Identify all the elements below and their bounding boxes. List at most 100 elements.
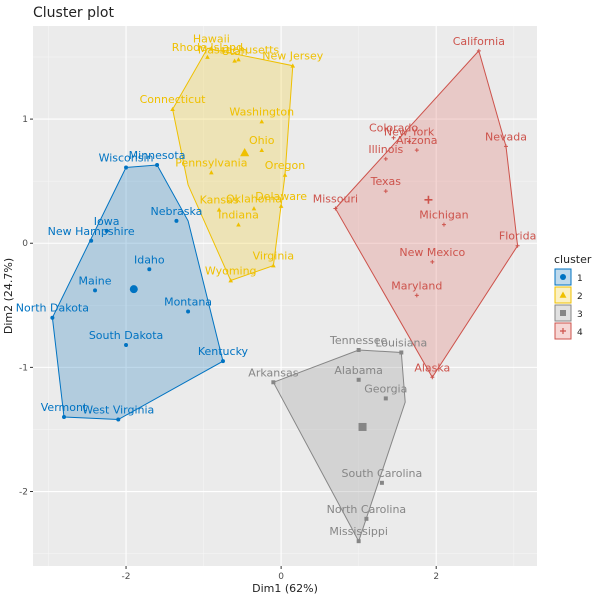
point-label: Indiana: [218, 209, 259, 222]
data-point: [236, 57, 241, 62]
data-point: [236, 222, 241, 227]
point-label: Utah: [222, 45, 248, 58]
data-point: [209, 170, 214, 175]
y-tick-label: -1: [19, 363, 28, 373]
x-tick-label: 0: [278, 572, 284, 582]
point-label: New Mexico: [399, 246, 465, 259]
data-point: [271, 263, 276, 268]
data-point: [383, 189, 388, 194]
point-label: South Carolina: [342, 467, 423, 480]
data-point: [186, 309, 191, 314]
cluster-hull-1: [51, 164, 224, 421]
data-point: [503, 144, 508, 149]
point-label: Nevada: [485, 130, 527, 143]
data-point: [407, 139, 412, 144]
point-label: Rhode Island: [172, 41, 243, 54]
data-point: [228, 278, 234, 283]
data-point: [155, 163, 160, 168]
point-label: Ohio: [249, 134, 275, 147]
cluster-center-4: [424, 195, 433, 204]
point-label: South Dakota: [89, 329, 163, 342]
point-label: Virginia: [253, 250, 294, 263]
data-points: [50, 46, 520, 544]
point-label: Maryland: [391, 279, 442, 292]
point-label: Pennsylvania: [175, 156, 247, 169]
point-label: Missouri: [313, 192, 358, 205]
data-point: [356, 377, 361, 382]
legend-label-4: 4: [577, 328, 583, 338]
point-label: Illinois: [368, 143, 403, 156]
point-label: North Dakota: [16, 302, 89, 315]
cluster-center-1: [129, 285, 138, 294]
x-tick-label: 2: [433, 572, 439, 582]
x-axis-label: Dim1 (62%): [252, 582, 318, 595]
point-label: West Virginia: [82, 404, 154, 417]
data-point: [104, 228, 109, 233]
point-label: Nebraska: [151, 205, 203, 218]
point-label: New Hampshire: [48, 225, 135, 238]
point-label: Vermont: [41, 401, 88, 414]
point-label: North Carolina: [327, 503, 407, 516]
data-point: [220, 359, 225, 364]
point-label: Wisconsin: [99, 152, 154, 165]
data-point: [259, 147, 265, 152]
point-label: Colorado: [369, 122, 418, 135]
point-label: Oklahoma: [226, 192, 282, 205]
legend-label-1: 1: [577, 274, 583, 284]
data-point: [399, 350, 404, 355]
legend-marker-4: [560, 328, 566, 334]
data-point: [116, 417, 121, 422]
plot-panel: [33, 26, 537, 566]
point-label: Tennessee: [329, 334, 388, 347]
data-point: [147, 267, 152, 272]
point-label: Maine: [79, 274, 112, 287]
point-label: Iowa: [94, 215, 120, 228]
y-tick-label: -2: [19, 488, 28, 498]
point-label: Arizona: [396, 134, 437, 147]
point-label: Florida: [499, 230, 536, 243]
data-point: [232, 58, 237, 63]
cluster-hulls: [51, 47, 519, 543]
data-point: [282, 172, 288, 177]
grid-lines: [33, 26, 537, 566]
data-point: [170, 106, 175, 112]
legend-marker-3: [560, 310, 566, 316]
data-point: [259, 119, 265, 124]
cluster-center-2: [240, 148, 250, 157]
point-label: Alabama: [334, 364, 383, 377]
data-point: [356, 539, 361, 544]
data-point: [251, 206, 257, 211]
point-label: Massachusetts: [198, 44, 280, 57]
legend-marker-1: [560, 274, 566, 280]
data-point: [430, 259, 435, 264]
point-label: New Jersey: [262, 50, 324, 63]
legend: cluster 1 2 3 4: [554, 253, 592, 340]
data-point: [216, 207, 222, 212]
point-label: California: [453, 35, 505, 48]
cluster-hull-3: [272, 349, 406, 543]
data-point: [290, 63, 296, 68]
data-point: [364, 516, 369, 521]
point-label: Michigan: [419, 209, 468, 222]
data-point: [271, 380, 276, 385]
point-label: Washington: [229, 106, 294, 119]
data-point: [62, 415, 67, 420]
data-point: [379, 480, 384, 485]
point-label: Connecticut: [140, 93, 207, 106]
data-point: [278, 203, 284, 208]
y-tick-label: 0: [22, 239, 28, 249]
legend-marker-2: [559, 291, 567, 298]
point-label: Delaware: [255, 190, 307, 203]
point-label: Georgia: [364, 382, 407, 395]
data-point: [124, 343, 129, 348]
data-point: [430, 375, 435, 380]
point-label: Wyoming: [205, 264, 257, 277]
point-label: Mississippi: [329, 525, 388, 538]
point-label: Oregon: [265, 159, 305, 172]
data-point: [441, 222, 446, 227]
data-point: [476, 48, 481, 53]
cluster-hull-2: [172, 47, 294, 282]
point-label: Texas: [370, 175, 402, 188]
data-point: [383, 396, 388, 401]
